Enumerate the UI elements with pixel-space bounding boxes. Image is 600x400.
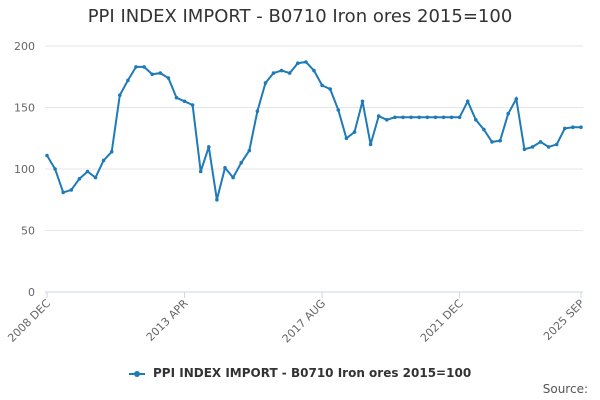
data-point[interactable] [118, 93, 122, 97]
y-tick-label: 200 [14, 40, 35, 53]
data-point[interactable] [77, 177, 82, 181]
data-point[interactable] [522, 147, 527, 152]
data-point[interactable] [182, 99, 187, 104]
data-point[interactable] [417, 115, 422, 120]
data-point[interactable] [150, 72, 154, 77]
x-axis: 2008 DEC 2013 APR 2017 AUG 2021 DEC 2025 SEP [5, 292, 587, 345]
data-point[interactable] [53, 167, 57, 171]
y-tick-label: 100 [14, 163, 35, 176]
data-point[interactable] [482, 127, 486, 132]
data-point[interactable] [563, 126, 567, 131]
y-tick-label: 50 [21, 225, 35, 238]
data-point[interactable] [368, 142, 373, 147]
x-tick-label: 2025 SEP [541, 297, 587, 343]
data-point[interactable] [85, 169, 90, 174]
data-point[interactable] [174, 95, 179, 100]
legend[interactable]: PPI INDEX IMPORT - B0710 Iron ores 2015=… [0, 366, 600, 380]
data-point[interactable] [441, 115, 446, 120]
data-point[interactable] [166, 76, 171, 80]
data-point[interactable] [401, 115, 405, 120]
data-point[interactable] [287, 71, 292, 75]
data-point[interactable] [223, 166, 227, 170]
data-point[interactable] [271, 71, 276, 75]
data-point[interactable] [344, 136, 349, 141]
data-point[interactable] [239, 161, 243, 165]
data-point[interactable] [255, 109, 260, 113]
data-point[interactable] [320, 83, 324, 88]
legend-line-icon [128, 370, 145, 378]
data-point[interactable] [352, 130, 357, 134]
data-point[interactable] [304, 60, 308, 64]
data-point[interactable] [360, 99, 365, 104]
data-point[interactable] [69, 188, 74, 192]
data-point[interactable] [158, 71, 163, 75]
data-point[interactable] [215, 198, 219, 202]
data-point[interactable] [61, 190, 65, 195]
data-point[interactable] [93, 175, 98, 180]
data-point[interactable] [490, 140, 494, 144]
chart-title: PPI INDEX IMPORT - B0710 Iron ores 2015=… [87, 6, 513, 27]
data-point[interactable] [279, 68, 284, 73]
data-point[interactable] [247, 148, 252, 153]
data-point[interactable] [393, 115, 397, 120]
data-point[interactable] [134, 65, 138, 69]
x-tick-label: 2008 DEC [5, 297, 53, 345]
data-point[interactable] [514, 97, 519, 101]
data-point[interactable] [465, 99, 470, 104]
data-point[interactable] [530, 145, 535, 149]
data-point[interactable] [263, 81, 268, 85]
data-point[interactable] [506, 111, 511, 116]
data-point[interactable] [336, 108, 341, 112]
grid-lines [45, 45, 583, 293]
data-point[interactable] [231, 175, 235, 180]
source-label: Source: [542, 382, 588, 396]
data-point[interactable] [109, 150, 114, 154]
data-point[interactable] [142, 65, 146, 69]
data-point[interactable] [198, 169, 203, 174]
y-axis: 0 50 100 150 200 [14, 40, 35, 299]
data-point[interactable] [190, 103, 195, 107]
data-point[interactable] [449, 115, 454, 120]
data-point[interactable] [126, 78, 130, 83]
data-point[interactable] [546, 145, 551, 149]
y-tick-label: 0 [28, 286, 35, 299]
data-point[interactable] [498, 138, 502, 143]
data-point[interactable] [376, 114, 381, 118]
data-point[interactable] [296, 61, 300, 65]
data-point[interactable] [571, 125, 575, 129]
legend-label: PPI INDEX IMPORT - B0710 Iron ores 2015=… [153, 366, 472, 380]
y-tick-label: 150 [14, 102, 35, 115]
data-point[interactable] [385, 118, 389, 122]
x-tick-label: 2013 APR [144, 297, 191, 344]
data-point[interactable] [207, 145, 211, 149]
data-point[interactable] [328, 87, 333, 91]
data-point[interactable] [554, 142, 559, 147]
data-point[interactable] [538, 140, 543, 144]
data-point[interactable] [425, 115, 430, 120]
data-point[interactable] [457, 115, 462, 120]
x-tick-label: 2017 AUG [280, 297, 329, 346]
plot-area [45, 60, 583, 202]
x-tick-label: 2021 DEC [418, 297, 466, 345]
data-point[interactable] [312, 68, 316, 73]
data-point[interactable] [579, 125, 583, 129]
series-line [46, 60, 581, 201]
data-point[interactable] [433, 115, 438, 120]
data-point[interactable] [101, 158, 106, 163]
data-point[interactable] [45, 153, 49, 158]
data-point[interactable] [474, 118, 478, 122]
data-point[interactable] [409, 115, 413, 120]
